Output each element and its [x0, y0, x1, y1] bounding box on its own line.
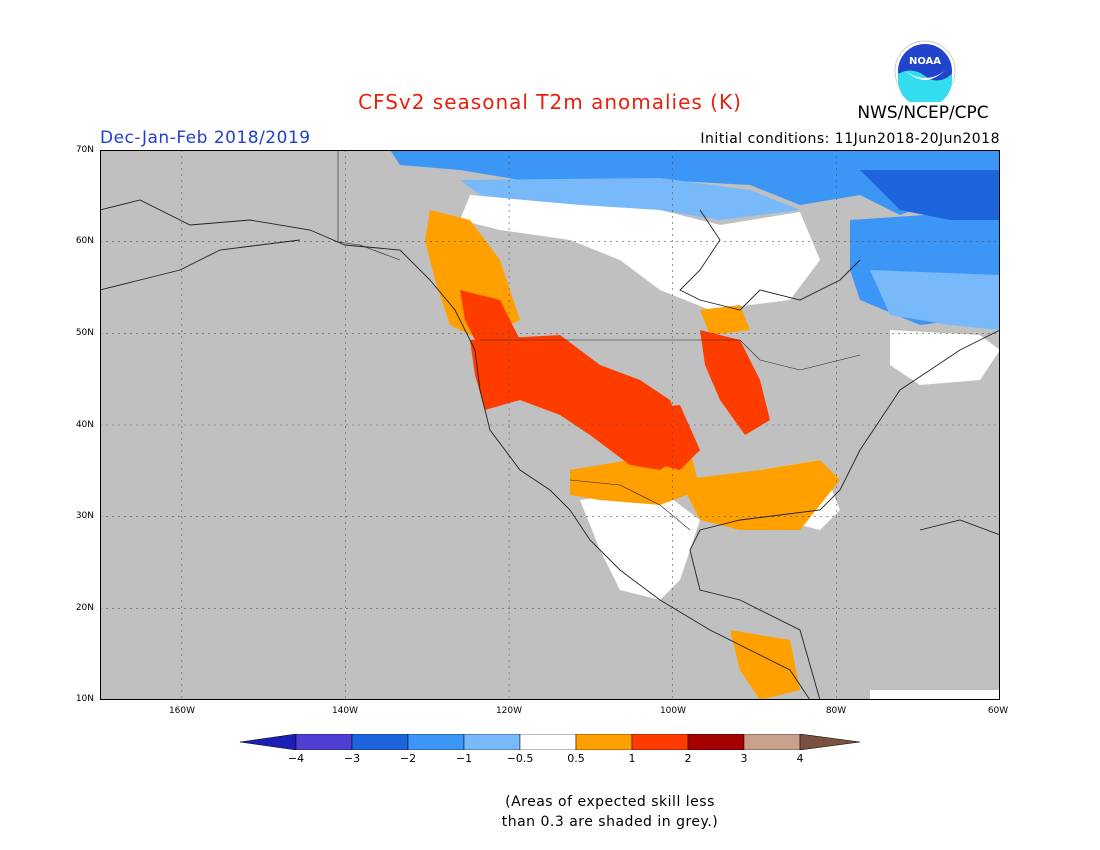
red-midwest: [700, 330, 770, 435]
colorbar-segment: [799, 734, 860, 750]
lightblue-canada-region: [460, 178, 800, 220]
skill-note: (Areas of expected skill less than 0.3 a…: [440, 792, 780, 832]
red-western-us: [470, 335, 690, 470]
blue-greenland-region: [860, 170, 1000, 220]
map-grid: [100, 150, 1000, 700]
red-northwest-coast: [460, 290, 520, 350]
colorbar-segment: [240, 734, 297, 750]
lat-label: 40N: [75, 420, 94, 430]
colorbar-segment: [295, 734, 353, 750]
anomaly-map: [100, 150, 1000, 700]
white-canada-region: [460, 195, 820, 310]
blue-arctic-region: [390, 150, 1000, 215]
colorbar-segment: [687, 734, 745, 750]
map-title: CFSv2 seasonal T2m anomalies (K): [358, 90, 742, 114]
colorbar-segment: [407, 734, 465, 750]
lat-label: 70N: [75, 145, 94, 155]
anomaly-shading: [390, 150, 1000, 700]
orange-central-america: [730, 630, 800, 700]
colorbar-segment: [743, 734, 801, 750]
lat-label: 10N: [75, 694, 94, 704]
colorbar-label: −4: [287, 752, 305, 765]
logo-text: NOAA: [909, 56, 941, 67]
red-plains: [630, 405, 700, 470]
skill-note-line: (Areas of expected skill less: [505, 794, 715, 810]
white-caribbean: [870, 690, 1000, 700]
orange-great-lakes: [700, 305, 750, 335]
colorbar-segment: [463, 734, 521, 750]
colorbar-label: 1: [628, 752, 636, 765]
colorbar-label: −3: [343, 752, 361, 765]
lat-label: 30N: [75, 511, 94, 521]
colorbar-label: −1: [455, 752, 473, 765]
initial-conditions-label: Initial conditions: 11Jun2018-20Jun2018: [700, 131, 1000, 147]
colorbar-segment: [631, 734, 689, 750]
lat-label: 50N: [75, 328, 94, 338]
colorbar-segment: [575, 734, 633, 750]
colorbar-label: 3: [740, 752, 748, 765]
colorbar-label: 2: [684, 752, 692, 765]
lon-label: 100W: [659, 706, 687, 716]
lon-label: 120W: [495, 706, 523, 716]
colorbar: [240, 734, 860, 750]
colorbar-label: 0.5: [567, 752, 585, 765]
colorbar-label: −2: [399, 752, 417, 765]
skill-note-line: than 0.3 are shaded in grey.): [501, 814, 719, 830]
coastlines: [100, 199, 1000, 700]
lightblue-quebec-region: [870, 270, 1000, 330]
white-mexico-region: [580, 490, 700, 600]
lon-label: 140W: [331, 706, 359, 716]
lat-label: 20N: [75, 603, 94, 613]
lon-label: 160W: [168, 706, 196, 716]
lon-label: 80W: [825, 706, 847, 716]
noaa-logo-icon: NOAA: [894, 40, 956, 102]
colorbar-segment: [519, 734, 577, 750]
political-borders: [337, 150, 861, 531]
season-label: Dec-Jan-Feb 2018/2019: [100, 128, 311, 148]
colorbar-label: 4: [796, 752, 804, 765]
colorbar-segment: [351, 734, 409, 750]
lat-label: 60N: [75, 236, 94, 246]
organization-label: NWS/NCEP/CPC: [857, 103, 989, 123]
lon-label: 60W: [987, 706, 1009, 716]
colorbar-label: −0.5: [506, 752, 534, 765]
